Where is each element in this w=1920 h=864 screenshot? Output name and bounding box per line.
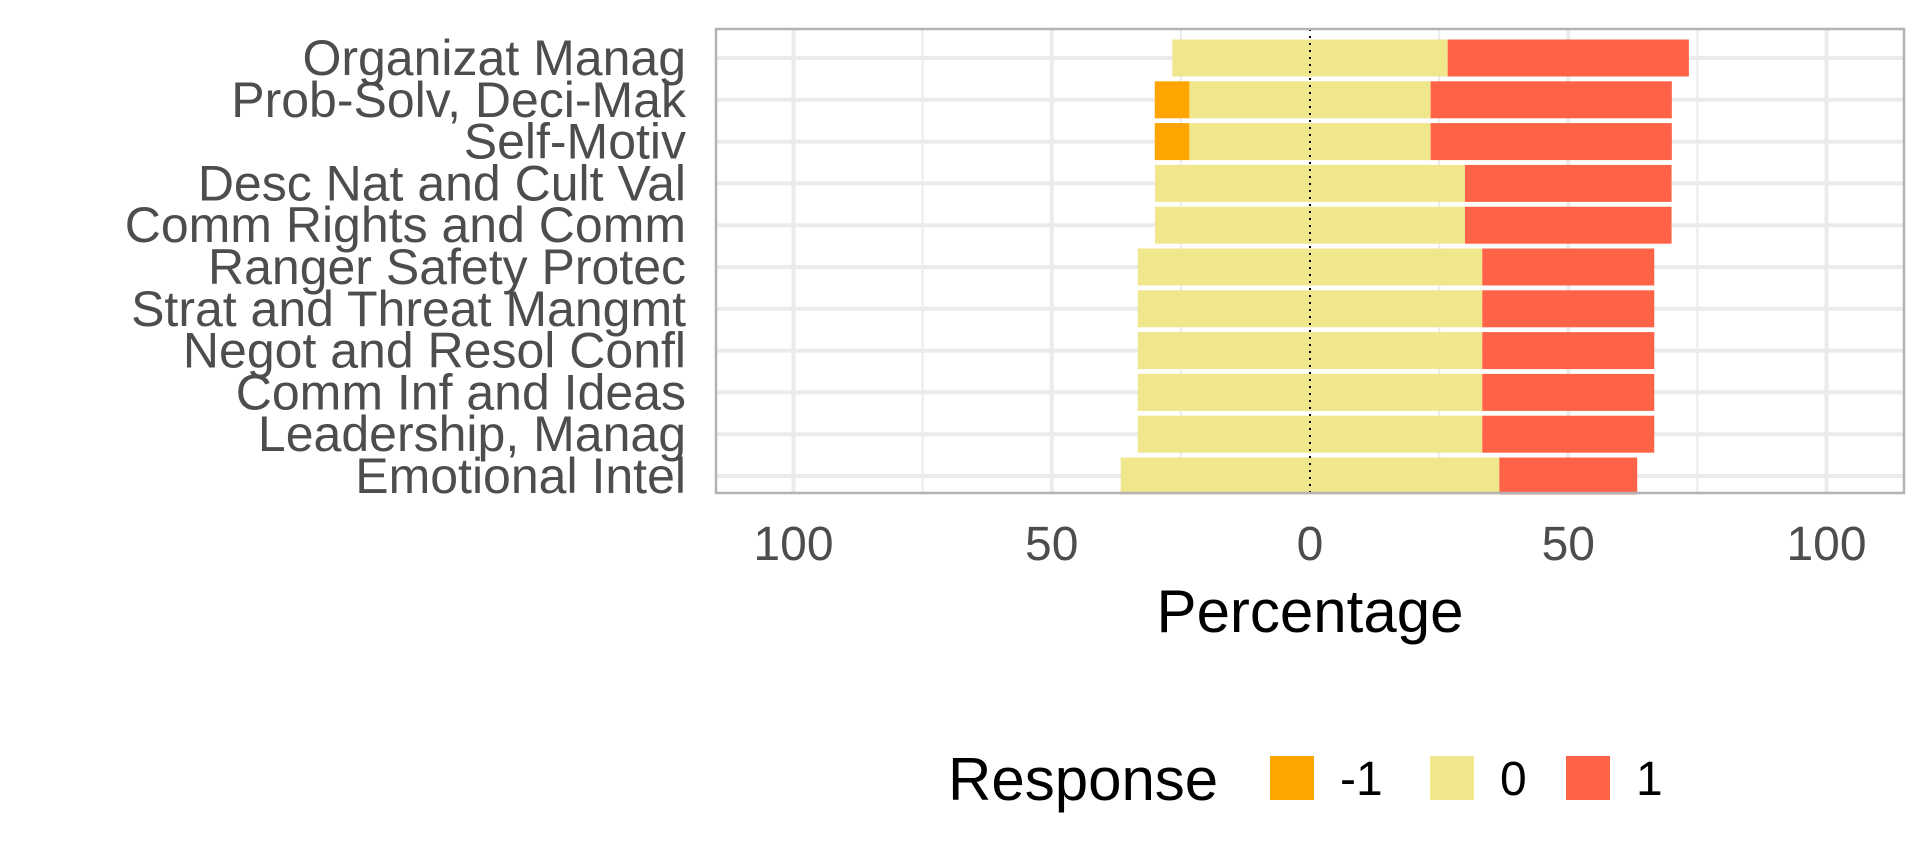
legend-swatch [1270, 756, 1314, 800]
category-label: Comm Inf and Ideas [236, 364, 686, 420]
bar-pos1 [1482, 248, 1655, 286]
category-label: Negot and Resol Confl [183, 323, 686, 379]
bar-pos1 [1482, 290, 1655, 328]
bar-pos1 [1482, 332, 1655, 370]
legend-title: Response [948, 746, 1218, 813]
bar-neg1 [1154, 123, 1190, 161]
bars-group [1120, 39, 1689, 495]
x-tick-label: 0 [1297, 518, 1324, 571]
x-tick-labels: 100 50 0 50 100 [753, 518, 1866, 571]
legend-swatch [1430, 756, 1474, 800]
x-tick-label: 100 [1786, 518, 1866, 571]
bar-pos1 [1430, 81, 1672, 119]
bar-pos1 [1464, 206, 1672, 244]
bar-pos1 [1464, 164, 1672, 202]
category-label: Ranger Safety Protec [208, 239, 686, 295]
legend-items: -1 0 1 [1270, 753, 1663, 806]
x-axis-title: Percentage [1157, 578, 1464, 645]
bar-pos1 [1447, 39, 1689, 77]
bar-neg1 [1154, 81, 1190, 119]
legend-label: 0 [1500, 753, 1527, 806]
category-label: Leadership, Manag [258, 406, 686, 462]
bar-pos1 [1499, 457, 1638, 495]
category-label: Organizat Manag [302, 30, 686, 86]
x-tick-label: 50 [1025, 518, 1078, 571]
x-tick-label: 100 [753, 518, 833, 571]
legend-swatch [1566, 756, 1610, 800]
bar-pos1 [1482, 373, 1655, 411]
category-label: Prob-Solv, Deci-Mak [231, 72, 687, 128]
bar-pos1 [1482, 415, 1655, 453]
legend: Response -1 0 1 [948, 746, 1663, 813]
legend-label: -1 [1340, 753, 1383, 806]
x-tick-label: 50 [1542, 518, 1595, 571]
legend-label: 1 [1636, 753, 1663, 806]
category-label: Desc Nat and Cult Val [198, 155, 686, 211]
category-label: Self-Motiv [464, 114, 686, 170]
category-label: Strat and Threat Mangmt [131, 281, 686, 337]
category-label: Emotional Intel [355, 448, 686, 504]
category-label: Comm Rights and Comm [125, 197, 686, 253]
plot-border [714, 27, 1906, 495]
bar-pos1 [1430, 123, 1672, 161]
